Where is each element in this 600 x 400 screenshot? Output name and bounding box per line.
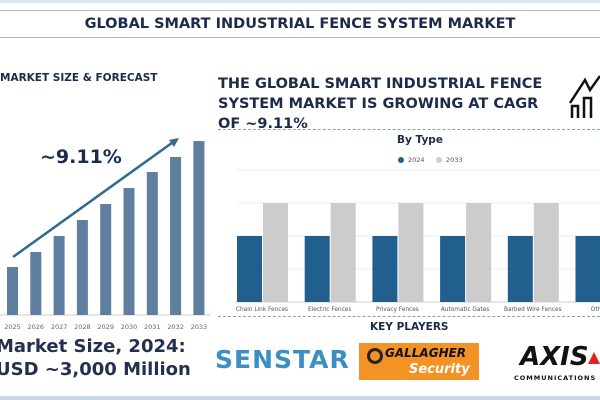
x-tick-label: Privacy Fences xyxy=(376,307,419,313)
bar-2024-barbed-wire-fences xyxy=(507,236,533,302)
legend-item-2024: 2024 xyxy=(398,156,425,164)
legend-dot xyxy=(398,157,404,163)
bar-2024-chain-link-fences xyxy=(237,236,262,302)
bar-2033-electric-fences xyxy=(330,203,356,302)
axis-triangle-icon xyxy=(588,352,600,364)
arrow-head-icon xyxy=(169,138,179,147)
bar-2033-chain-link-fences xyxy=(263,203,288,302)
legend-dot xyxy=(436,157,442,163)
legend-label: 2033 xyxy=(446,156,463,164)
market-size-line1: Market Size, 2024: xyxy=(0,336,186,357)
x-tick-label: 2027 xyxy=(51,323,68,331)
x-tick-label: 2028 xyxy=(74,323,91,331)
trend-arrow xyxy=(12,138,177,259)
bar-2024-others xyxy=(575,236,600,302)
bar-2033 xyxy=(193,141,205,315)
bar-2029 xyxy=(100,204,112,315)
x-tick-label: Others xyxy=(591,307,600,313)
bar-2024-automatic-gates xyxy=(440,236,466,302)
legend-item-2033: 2033 xyxy=(436,156,463,164)
market-size-text: Market Size, 2024: USD ~3,000 Million xyxy=(0,335,191,381)
x-tick-label: Electric Fences xyxy=(308,307,351,313)
x-tick-label: Barbed Wire Fences xyxy=(504,307,562,313)
bar-2025 xyxy=(7,267,18,315)
x-tick-label: Chain Link Fences xyxy=(236,307,288,313)
divider xyxy=(218,316,600,317)
market-forecast-heading: MARKET SIZE & FORECAST xyxy=(0,72,158,84)
x-tick-label: 2025 xyxy=(4,323,21,331)
senstar-logo: SENSTAR xyxy=(215,345,350,374)
bar-2031 xyxy=(146,172,158,315)
page-title: GLOBAL SMART INDUSTRIAL FENCE SYSTEM MAR… xyxy=(0,10,600,38)
market-size-line2: USD ~3,000 Million xyxy=(0,359,191,380)
bar-2032 xyxy=(170,157,182,315)
x-tick-label: 2029 xyxy=(97,323,114,331)
bar-2024-privacy-fences xyxy=(372,236,398,302)
gallagher-text: GALLAGHER xyxy=(385,346,467,360)
bar-2033-automatic-gates xyxy=(466,203,492,302)
x-tick-label: Automatic Gates xyxy=(441,307,489,313)
divider xyxy=(218,129,600,130)
x-tick-label: 2026 xyxy=(28,323,45,331)
bar-2033-barbed-wire-fences xyxy=(533,203,559,302)
x-tick-label: 2033 xyxy=(191,323,208,331)
x-tick-label: 2030 xyxy=(121,323,138,331)
bar-2024-electric-fences xyxy=(304,236,330,302)
bar-2027 xyxy=(53,236,65,315)
cagr-annotation: ~9.11% xyxy=(40,146,122,168)
bar-2026 xyxy=(30,252,42,315)
key-players-heading: KEY PLAYERS xyxy=(370,321,449,333)
axis-subtitle: COMMUNICATIONS xyxy=(514,374,597,382)
gear-icon xyxy=(367,348,383,364)
house-chart-icon xyxy=(568,75,600,118)
bar-2028 xyxy=(76,220,88,315)
by-type-title: By Type xyxy=(397,134,443,146)
bar-2030 xyxy=(123,188,135,315)
axis-logo: AXIS xyxy=(520,342,589,372)
bar-2033-privacy-fences xyxy=(398,203,424,302)
x-tick-label: 2031 xyxy=(144,323,161,331)
bottom-border xyxy=(0,396,600,400)
top-border xyxy=(0,0,600,3)
x-tick-label: 2032 xyxy=(167,323,184,331)
security-text: Security xyxy=(409,362,470,377)
gallagher-logo: GALLAGHER Security xyxy=(359,343,479,380)
cagr-headline: THE GLOBAL SMART INDUSTRIAL FENCE SYSTEM… xyxy=(218,76,543,132)
legend-label: 2024 xyxy=(408,156,425,164)
